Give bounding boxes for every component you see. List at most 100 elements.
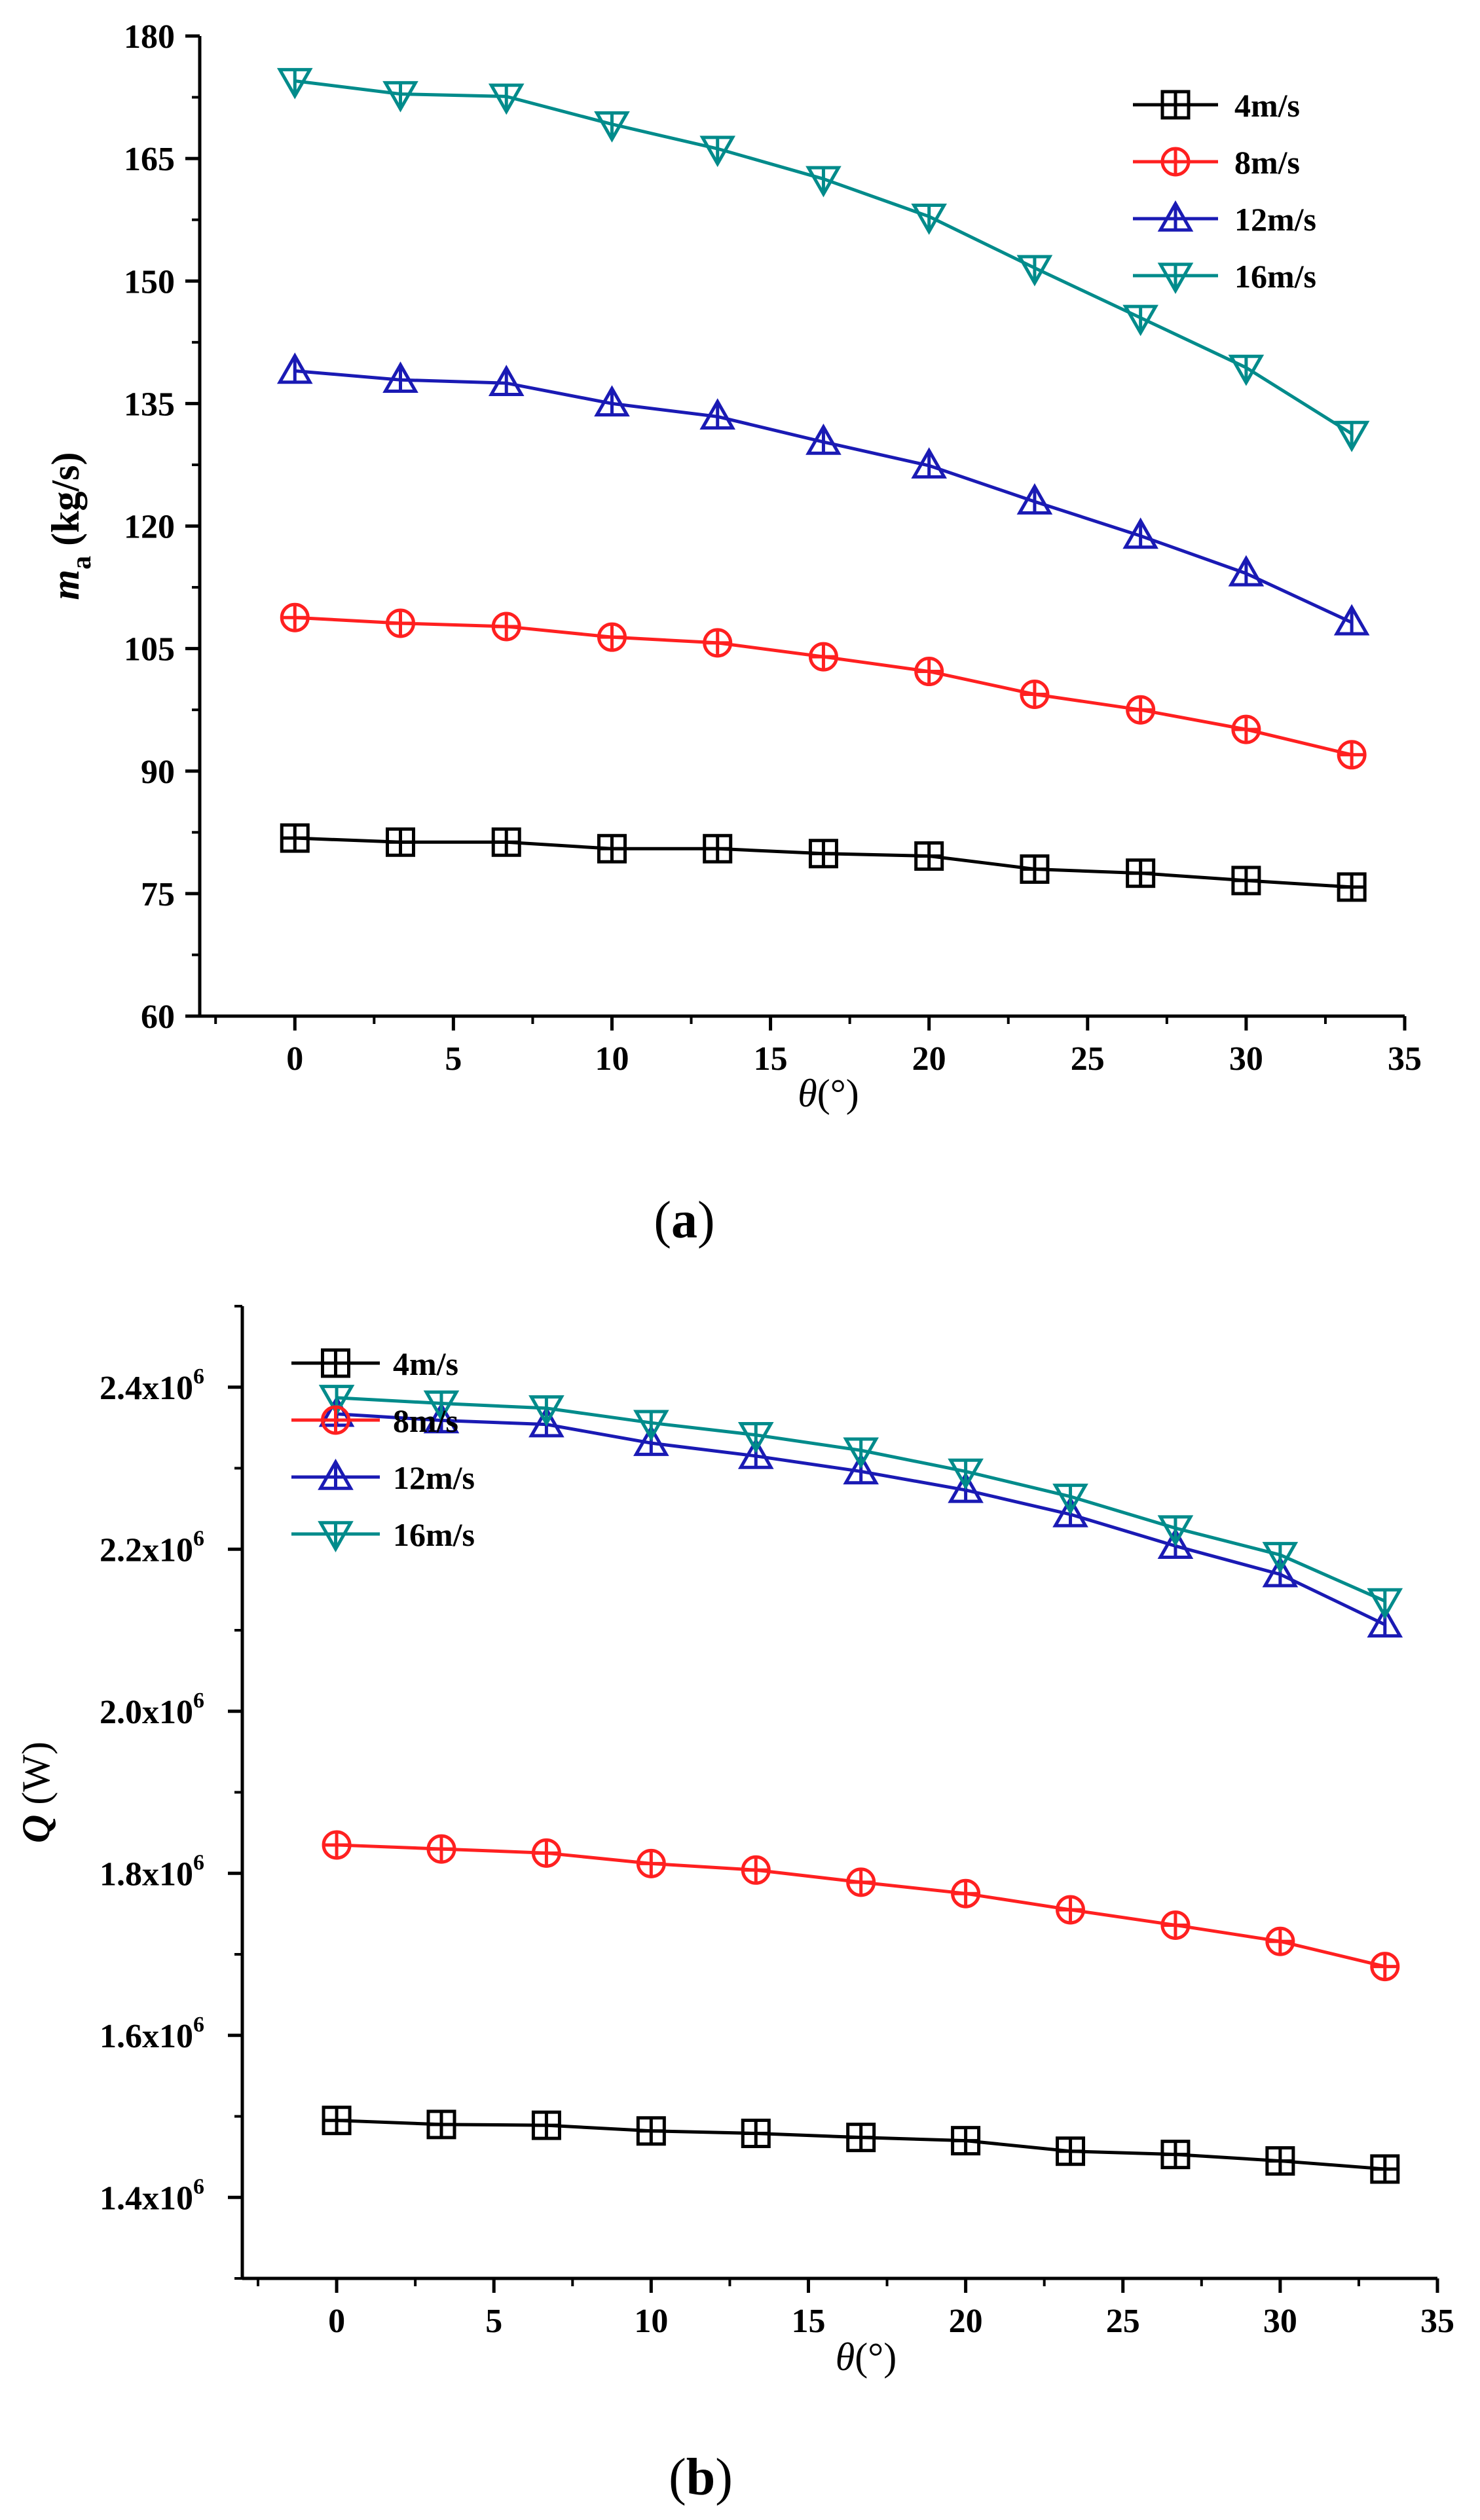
data-point [386, 608, 416, 638]
legend-label: 4m/s [1234, 87, 1300, 124]
data-point [488, 83, 525, 115]
y-axis-unit: (W) [14, 1742, 58, 1815]
data-point [382, 361, 418, 393]
data-point [636, 2116, 666, 2146]
y-axis-unit: (kg/s) [44, 452, 87, 555]
data-point [808, 642, 838, 672]
x-tick-label: 10 [595, 1040, 629, 1078]
data-point [594, 385, 630, 417]
legend-item: 8m/s [291, 1402, 458, 1439]
y-tick-base: 1.4x10 [100, 2180, 193, 2217]
legend-item: 12m/s [1133, 200, 1316, 238]
data-point [1157, 1515, 1194, 1547]
y-tick-base: 2.0x10 [100, 1694, 193, 1731]
y-tick-label: 165 [124, 141, 175, 178]
x-axis-label: θ(°) [836, 2335, 897, 2379]
data-point [1337, 740, 1367, 770]
y-tick-exponent: 6 [193, 2013, 204, 2037]
legend: 4m/s 8m/s 12m/s 16m/s [291, 1345, 475, 1553]
data-point [1370, 2154, 1400, 2184]
y-tick-base: 1.6x10 [100, 2018, 193, 2055]
x-tick-label: 25 [1106, 2303, 1140, 2340]
data-point [699, 398, 736, 430]
data-point [1160, 2140, 1191, 2170]
legend-marker [1160, 90, 1191, 120]
data-point [636, 1848, 666, 1878]
data-point [1020, 854, 1050, 884]
x-tick-label: 5 [485, 2303, 502, 2340]
panel-label-letter: a [671, 1192, 697, 1249]
data-point [1126, 858, 1156, 888]
y-tick-exponent: 6 [193, 1364, 204, 1389]
data-point [741, 1855, 771, 1885]
data-point [843, 1437, 879, 1469]
legend: 4m/s 8m/s 12m/s 16m/s [1133, 87, 1316, 295]
data-point [1126, 695, 1156, 725]
data-point [528, 1395, 564, 1427]
legend-marker [321, 1348, 350, 1378]
legend-label: 16m/s [393, 1516, 475, 1553]
data-point [491, 612, 521, 642]
x-axis-unit: (°) [855, 2335, 897, 2379]
data-point [1122, 304, 1158, 337]
series-line [336, 1396, 1386, 1603]
legend-marker [321, 1405, 350, 1435]
y-tick-exponent: 6 [193, 2174, 204, 2199]
data-point [633, 1410, 669, 1442]
data-point [1265, 1926, 1295, 1956]
x-tick-label: 15 [754, 1040, 788, 1078]
x-tick-label: 0 [328, 2303, 345, 2340]
legend-label: 8m/s [393, 1402, 458, 1439]
data-point [1052, 1484, 1088, 1515]
data-point [1020, 679, 1050, 709]
y-tick-label: 2.0x106 [100, 1689, 204, 1731]
data-point [531, 1838, 561, 1868]
x-tick-label: 30 [1263, 2303, 1297, 2340]
x-tick-label: 5 [445, 1040, 462, 1078]
y-tick-label: 2.2x106 [100, 1526, 204, 1569]
data-point [1016, 483, 1053, 515]
y-tick-label: 75 [141, 876, 175, 913]
legend-marker [1157, 263, 1194, 295]
data-point [423, 1390, 460, 1422]
series-8m/s [322, 1830, 1400, 1982]
data-point [1056, 1895, 1086, 1925]
data-point [805, 166, 842, 198]
data-point [1122, 517, 1158, 549]
y-axis-subscript: a [67, 556, 97, 570]
data-point [280, 602, 310, 632]
legend-label: 16m/s [1234, 258, 1316, 295]
data-point [911, 447, 947, 479]
x-axis-label: θ(°) [798, 1072, 859, 1115]
legend-item: 12m/s [291, 1458, 475, 1496]
legend-marker [1160, 147, 1191, 177]
data-point [491, 827, 521, 857]
x-tick-label: 25 [1071, 1040, 1105, 1078]
panel-label-close: ) [697, 1192, 715, 1249]
data-point [1056, 2136, 1086, 2166]
y-axis-symbol: m [44, 570, 87, 600]
data-point [1228, 555, 1265, 587]
x-axis-symbol: θ [836, 2335, 855, 2379]
x-tick-label: 35 [1388, 1040, 1422, 1078]
series-12m/s [276, 352, 1370, 636]
data-point [1333, 420, 1370, 452]
data-point [703, 833, 733, 864]
y-tick-label: 180 [124, 18, 175, 56]
legend-item: 8m/s [1133, 144, 1300, 181]
series-16m/s [318, 1385, 1403, 1620]
x-tick-label: 30 [1229, 1040, 1263, 1078]
y-tick-exponent: 6 [193, 1850, 204, 1874]
data-point [741, 2118, 771, 2148]
y-axis-label: Q (W) [14, 1742, 58, 1843]
data-point [1367, 1588, 1403, 1620]
x-axis-symbol: θ [798, 1072, 817, 1115]
y-tick-exponent: 6 [193, 1689, 204, 1713]
data-point [276, 67, 313, 100]
data-point [911, 203, 947, 235]
x-tick-label: 20 [949, 2303, 983, 2340]
series-line [336, 1843, 1386, 1968]
legend-item: 4m/s [291, 1345, 458, 1382]
x-tick-label: 10 [634, 2303, 668, 2340]
y-tick-base: 2.4x10 [100, 1370, 193, 1407]
